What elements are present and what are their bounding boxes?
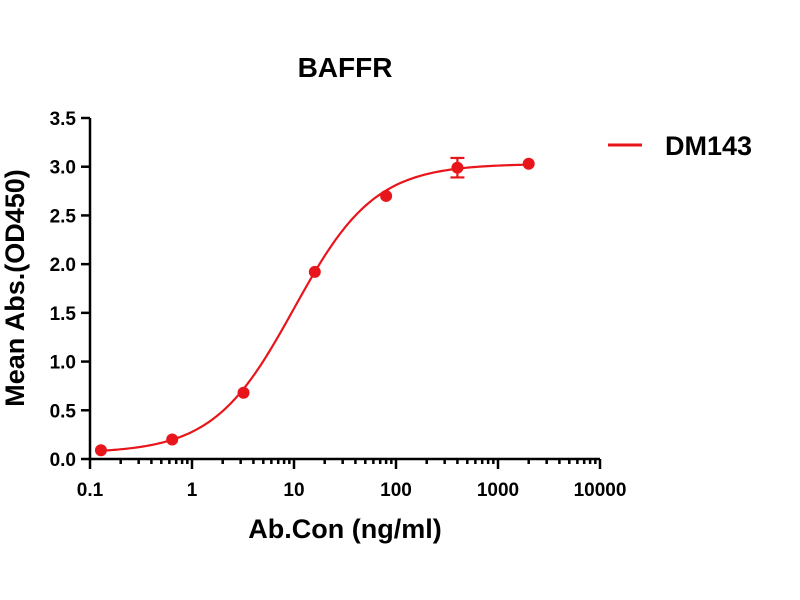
x-tick-label: 1000	[477, 480, 519, 501]
y-axis-label: Mean Abs.(OD450)	[0, 169, 30, 407]
data-point	[451, 161, 464, 174]
x-tick-label: 100	[380, 480, 412, 501]
legend: DM143	[608, 131, 752, 161]
data-points-layer	[94, 156, 535, 457]
fit-curve-dm143	[100, 163, 529, 452]
chart-title: BAFFR	[298, 52, 393, 83]
data-point	[94, 444, 107, 457]
y-tick-label: 2.5	[50, 206, 77, 227]
y-tick-label: 3.0	[50, 158, 76, 179]
y-tick-label: 2.0	[50, 255, 76, 276]
y-tick-label: 3.5	[50, 109, 77, 130]
x-tick-label: 10000	[574, 480, 627, 501]
x-tick-label: 10	[283, 480, 304, 501]
axes: 0.0 0.5 1.0 1.5 2.0 2.5 3.0 3.5 0.1 1 10 100 1000 100…	[50, 109, 627, 501]
data-point	[237, 386, 250, 399]
y-tick-label: 1.5	[50, 304, 77, 325]
y-tick-label: 0.0	[50, 450, 76, 471]
y-tick-label: 1.0	[50, 353, 76, 374]
fit-curve-layer	[100, 163, 529, 452]
x-axis-label: Ab.Con (ng/ml)	[248, 514, 441, 544]
x-tick-label: 0.1	[77, 480, 104, 501]
x-tick-label: 1	[187, 480, 198, 501]
data-point	[522, 157, 535, 170]
data-point	[308, 265, 321, 278]
y-tick-label: 0.5	[50, 401, 77, 422]
data-point	[380, 189, 393, 202]
legend-label-dm143: DM143	[665, 131, 752, 161]
data-point	[166, 433, 179, 446]
